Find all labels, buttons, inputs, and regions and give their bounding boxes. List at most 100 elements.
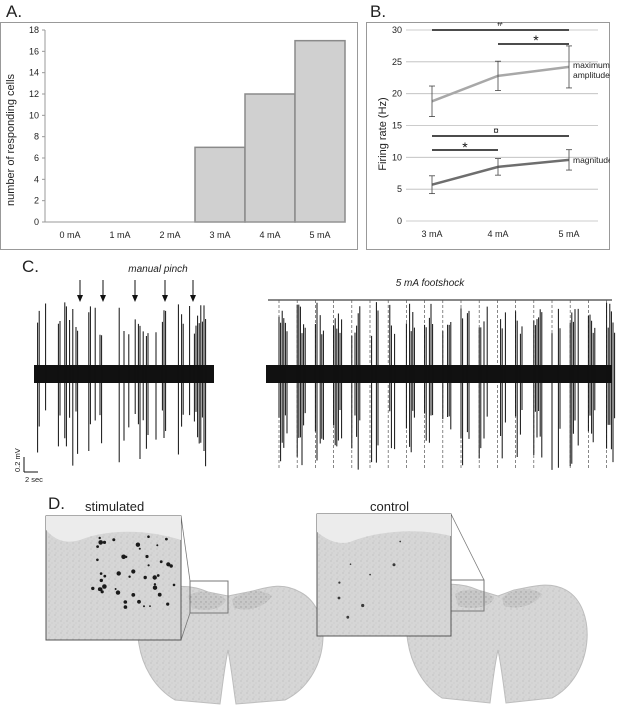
x-tick-label: 1 mA bbox=[109, 230, 130, 240]
panel-c-letter: C. bbox=[22, 257, 39, 276]
labeled-cell-dot bbox=[100, 590, 104, 594]
labeled-cell-dot bbox=[137, 599, 141, 604]
trace-spikes bbox=[37, 302, 207, 467]
y-tick-label: 4 bbox=[34, 174, 39, 184]
pinch-arrow-icon bbox=[77, 295, 83, 302]
sig-currency: ¤ bbox=[493, 126, 499, 137]
y-tick-label: 14 bbox=[29, 68, 39, 78]
scale-voltage-label: 0.2 mV bbox=[13, 448, 22, 472]
pinch-arrow-icon bbox=[132, 295, 138, 302]
footshock-label: 5 mA footshock bbox=[396, 278, 466, 289]
labeled-cell-dot bbox=[131, 569, 136, 574]
labeled-cell-dot bbox=[99, 578, 104, 583]
labeled-cell-dot bbox=[143, 575, 147, 580]
x-tick-label: 2 mA bbox=[159, 230, 180, 240]
y-axis-label: number of responding cells bbox=[5, 73, 17, 206]
labeled-cell-dot bbox=[157, 592, 162, 597]
panel-a-letter: A. bbox=[6, 2, 23, 21]
labeled-cell-dot bbox=[131, 593, 136, 597]
labeled-cell-dot bbox=[116, 571, 121, 576]
series-line bbox=[431, 65, 570, 103]
labeled-cell-dot bbox=[392, 563, 396, 567]
labeled-cell-dot bbox=[121, 554, 126, 560]
panel-a-frame bbox=[0, 22, 358, 250]
labeled-cell-dot bbox=[156, 574, 160, 577]
panel-d-letter: D. bbox=[48, 494, 65, 513]
labeled-cell-dot bbox=[169, 564, 173, 568]
labeled-cell-dot bbox=[346, 615, 350, 619]
series-line bbox=[431, 158, 570, 186]
labeled-cell-dot bbox=[99, 572, 103, 575]
labeled-cell-dot bbox=[96, 558, 99, 562]
labeled-cell-dot bbox=[91, 586, 95, 591]
y-tick-label: 0 bbox=[397, 216, 402, 226]
stimulated-inset-marker bbox=[189, 580, 229, 614]
labeled-cell-dot bbox=[156, 544, 159, 547]
labeled-cell-dot bbox=[143, 605, 145, 608]
y-tick-label: 16 bbox=[29, 46, 39, 56]
labeled-cell-dot bbox=[361, 603, 365, 608]
manual-pinch-label: manual pinch bbox=[128, 264, 188, 275]
x-tick-label: 5 mA bbox=[558, 229, 579, 239]
labeled-cell-dot bbox=[165, 537, 168, 541]
y-tick-label: 0 bbox=[34, 217, 39, 227]
labeled-cell-dot bbox=[98, 540, 103, 545]
x-tick-label: 5 mA bbox=[309, 230, 330, 240]
labeled-cell-dot bbox=[337, 596, 341, 600]
histology-images bbox=[45, 513, 588, 705]
y-axis-label: Firing rate (Hz) bbox=[377, 97, 389, 170]
bar bbox=[244, 93, 296, 223]
pinch-arrow-icon bbox=[162, 295, 168, 302]
labeled-cell-dot bbox=[159, 560, 163, 564]
control-zoom-inset bbox=[316, 513, 452, 637]
sig-star-bottom: * bbox=[462, 139, 468, 155]
y-tick-label: 20 bbox=[392, 89, 402, 99]
x-tick-label: 3 mA bbox=[421, 229, 442, 239]
y-tick-label: 18 bbox=[29, 25, 39, 35]
bar-chart: number of responding cells 0 2 4 6 8 10 12 14 16… bbox=[5, 25, 346, 240]
labeled-cell-dot bbox=[166, 602, 170, 606]
y-tick-label: 10 bbox=[392, 152, 402, 162]
sig-hash: # bbox=[497, 22, 503, 29]
labeled-cell-dot bbox=[123, 600, 128, 604]
series-label-max-2: amplitude bbox=[573, 70, 610, 80]
labeled-cell-dot bbox=[115, 590, 121, 595]
labeled-cell-dot bbox=[112, 538, 116, 542]
stimulated-zoom-inset bbox=[45, 515, 182, 641]
x-tick-label: 4 mA bbox=[487, 229, 508, 239]
labeled-cell-dot bbox=[135, 542, 141, 547]
x-tick-label: 4 mA bbox=[259, 230, 280, 240]
labeled-cell-dot bbox=[338, 581, 341, 584]
labeled-cell-dot bbox=[149, 605, 151, 607]
labeled-cell-dot bbox=[98, 536, 101, 540]
line-chart: Firing rate (Hz) 0 5 10 15 20 25 30 3 mA 4 mA 5 … bbox=[377, 22, 610, 239]
series-label-max-1: maximum bbox=[573, 60, 610, 70]
bar bbox=[194, 146, 246, 223]
y-tick-label: 5 bbox=[397, 184, 402, 194]
x-tick-label: 3 mA bbox=[209, 230, 230, 240]
labeled-cell-dot bbox=[97, 587, 102, 592]
sig-star-top: * bbox=[533, 32, 539, 48]
x-tick-label: 0 mA bbox=[59, 230, 80, 240]
control-label: control bbox=[370, 499, 410, 514]
labeled-cell-dot bbox=[138, 547, 141, 550]
labeled-cell-dot bbox=[153, 583, 157, 586]
y-tick-label: 6 bbox=[34, 153, 39, 163]
labeled-cell-dot bbox=[103, 586, 105, 589]
y-tick-label: 25 bbox=[392, 57, 402, 67]
labeled-cell-dot bbox=[166, 562, 171, 567]
y-tick-label: 2 bbox=[34, 196, 39, 206]
series-label-magnitude: magnitude bbox=[573, 155, 610, 165]
labeled-cell-dot bbox=[96, 545, 99, 548]
labeled-cell-dot bbox=[172, 583, 176, 587]
labeled-cell-dot bbox=[152, 575, 157, 580]
labeled-cell-dot bbox=[147, 564, 150, 567]
labeled-cell-dot bbox=[349, 563, 352, 565]
y-tick-label: 15 bbox=[392, 121, 402, 131]
pinch-arrow-icon bbox=[190, 295, 196, 302]
stimulated-zoom-line-bottom bbox=[180, 612, 191, 641]
labeled-cell-dot bbox=[123, 605, 128, 609]
stimulated-label: stimulated bbox=[85, 499, 145, 514]
stimulated-zoom-line-top bbox=[180, 515, 191, 582]
labeled-cell-dot bbox=[399, 540, 402, 543]
